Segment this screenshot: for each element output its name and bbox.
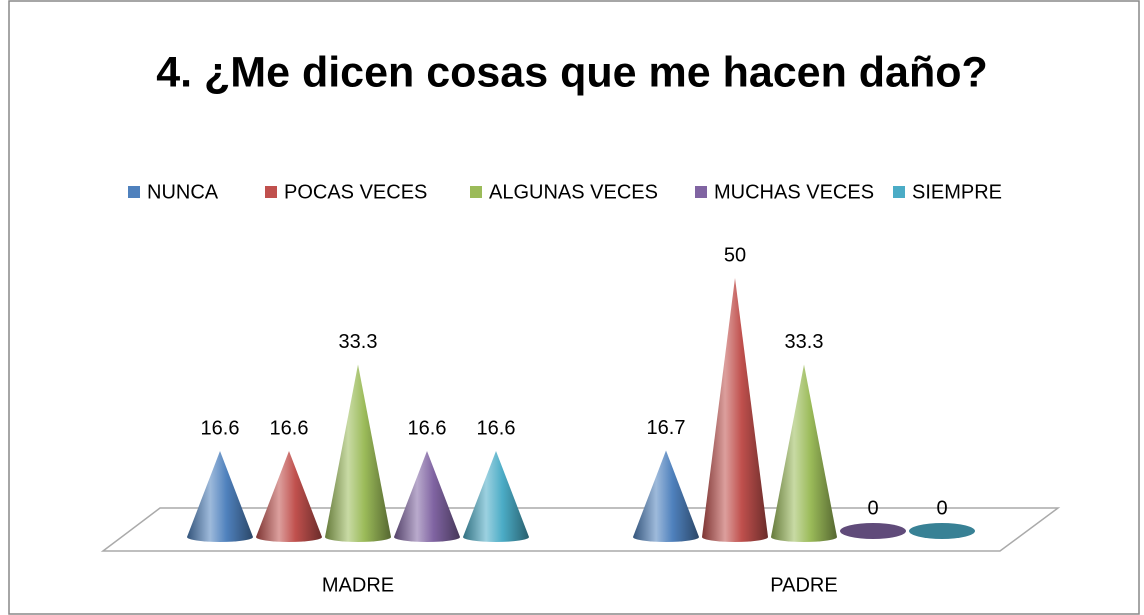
data-label: 33.3 xyxy=(339,331,378,353)
data-label: 16.6 xyxy=(270,417,309,439)
cone xyxy=(256,451,322,542)
cone xyxy=(394,451,460,542)
data-label: 0 xyxy=(867,497,878,519)
data-label: 16.7 xyxy=(647,417,686,439)
data-label: 0 xyxy=(936,497,947,519)
legend-swatch xyxy=(893,186,905,198)
chart-title: 4. ¿Me dicen cosas que me hacen daño? xyxy=(156,48,988,96)
cone xyxy=(909,523,975,539)
cone xyxy=(187,451,253,542)
legend-swatch xyxy=(265,186,277,198)
cone xyxy=(840,523,906,539)
legend-swatch xyxy=(470,186,482,198)
cone xyxy=(771,364,837,542)
data-label: 50 xyxy=(724,244,746,266)
legend-swatch xyxy=(695,186,707,198)
legend-swatch xyxy=(128,186,140,198)
cone xyxy=(702,278,768,542)
legend-label: SIEMPRE xyxy=(912,181,1002,203)
cone xyxy=(463,451,529,542)
cone xyxy=(633,450,699,542)
x-tick-label: PADRE xyxy=(770,574,837,596)
data-label: 16.6 xyxy=(201,417,240,439)
legend-label: ALGUNAS VECES xyxy=(489,181,658,203)
legend-label: NUNCA xyxy=(147,181,219,203)
x-tick-label: MADRE xyxy=(322,574,394,596)
data-label: 33.3 xyxy=(785,331,824,353)
legend-label: POCAS VECES xyxy=(284,181,427,203)
data-label: 16.6 xyxy=(408,417,447,439)
legend-label: MUCHAS VECES xyxy=(714,181,874,203)
cone xyxy=(325,364,391,542)
data-label: 16.6 xyxy=(477,417,516,439)
